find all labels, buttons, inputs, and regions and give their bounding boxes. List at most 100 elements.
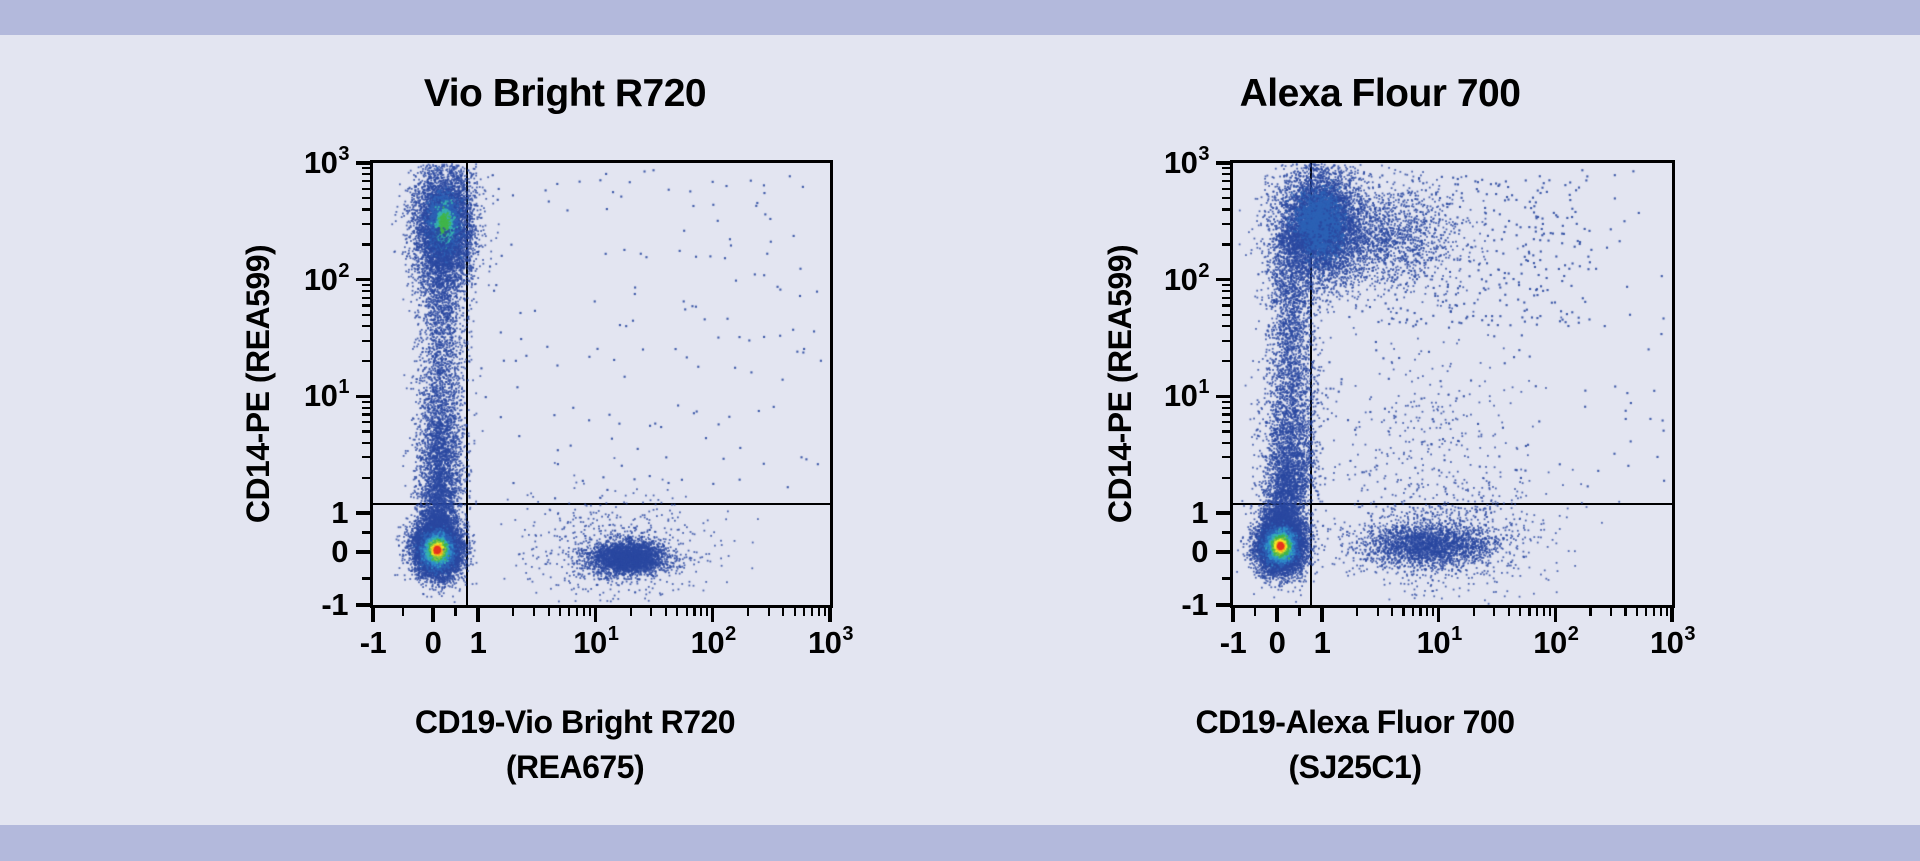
y-minor-tick bbox=[1222, 179, 1230, 183]
x-minor-tick bbox=[1507, 608, 1510, 616]
x-minor-tick bbox=[1624, 608, 1627, 616]
x-minor-tick bbox=[576, 608, 579, 616]
y-tick-label: 101 bbox=[1068, 376, 1210, 418]
y-minor-tick bbox=[1222, 313, 1230, 316]
y-tick-value: 10 bbox=[303, 261, 338, 297]
x-tick-exponent: 1 bbox=[1451, 623, 1462, 645]
x-minor-tick bbox=[817, 608, 820, 616]
x-tick-value: 0 bbox=[424, 625, 442, 660]
x-tick-value: 10 bbox=[1649, 625, 1684, 660]
x-tick-exponent: 1 bbox=[607, 623, 619, 645]
y-major-tick bbox=[1216, 394, 1230, 399]
scatter-dots-canvas bbox=[373, 163, 830, 605]
x-axis-label-line1: CD19-Alexa Fluor 700 bbox=[1195, 704, 1515, 740]
y-minor-tick bbox=[362, 173, 370, 176]
x-tick-label: -1 bbox=[1173, 625, 1293, 665]
y-minor-tick bbox=[362, 187, 370, 190]
y-minor-tick bbox=[1222, 360, 1230, 363]
x-minor-tick bbox=[454, 608, 457, 616]
x-tick-label: 0 bbox=[373, 625, 493, 665]
x-tick-value: -1 bbox=[359, 625, 387, 660]
y-tick-label: 101 bbox=[208, 376, 350, 418]
y-minor-tick bbox=[1222, 441, 1230, 444]
x-tick-exponent: 2 bbox=[725, 623, 736, 645]
y-minor-tick bbox=[1222, 283, 1230, 287]
y-tick-value: 10 bbox=[303, 145, 338, 180]
y-minor-tick bbox=[1222, 413, 1230, 416]
x-tick-value: 10 bbox=[690, 625, 725, 660]
y-minor-tick bbox=[362, 360, 370, 363]
y-minor-tick bbox=[362, 167, 370, 170]
x-minor-tick bbox=[782, 608, 785, 616]
x-minor-tick bbox=[1432, 608, 1435, 616]
plot-frame bbox=[370, 160, 833, 608]
y-tick-value: 0 bbox=[1191, 533, 1208, 569]
y-tick-value: -1 bbox=[1181, 587, 1208, 622]
x-tick-value: 1 bbox=[1313, 625, 1331, 660]
x-minor-tick bbox=[588, 608, 592, 616]
x-axis-label: CD19-Alexa Fluor 700 (SJ25C1) bbox=[1005, 700, 1705, 790]
y-tick-value: -1 bbox=[321, 587, 348, 622]
y-minor-tick bbox=[1222, 339, 1230, 342]
x-minor-tick bbox=[700, 608, 703, 616]
x-minor-tick bbox=[1528, 608, 1531, 616]
x-tick-exponent: 2 bbox=[1567, 623, 1579, 645]
x-minor-tick bbox=[1426, 608, 1429, 616]
x-minor-tick bbox=[1609, 608, 1613, 616]
y-minor-tick bbox=[362, 179, 370, 183]
x-minor-tick bbox=[650, 608, 653, 616]
x-major-tick bbox=[1553, 608, 1558, 622]
x-minor-tick bbox=[1493, 608, 1496, 616]
y-minor-tick bbox=[1222, 531, 1230, 534]
y-minor-tick bbox=[362, 304, 370, 307]
x-minor-tick bbox=[1376, 608, 1379, 616]
y-minor-tick bbox=[1222, 187, 1230, 190]
y-minor-tick bbox=[362, 208, 370, 211]
x-minor-tick bbox=[1519, 608, 1522, 616]
y-major-tick bbox=[356, 603, 370, 607]
x-minor-tick bbox=[1548, 608, 1552, 616]
x-minor-tick bbox=[582, 608, 586, 616]
y-major-tick bbox=[356, 394, 370, 399]
y-tick-label: 102 bbox=[208, 260, 350, 302]
x-tick-label: 101 bbox=[535, 623, 655, 665]
y-tick-value: 10 bbox=[303, 378, 338, 414]
y-tick-exponent: 3 bbox=[1198, 143, 1209, 165]
y-tick-label: -1 bbox=[208, 587, 348, 627]
y-minor-tick bbox=[1222, 243, 1230, 246]
y-tick-label: 0 bbox=[1068, 534, 1208, 574]
y-major-tick bbox=[356, 511, 370, 515]
y-minor-tick bbox=[1222, 430, 1230, 433]
y-major-tick bbox=[1216, 511, 1230, 515]
x-tick-label: 103 bbox=[1612, 623, 1732, 665]
y-minor-tick bbox=[362, 243, 370, 246]
plot-frame bbox=[1230, 160, 1675, 608]
x-minor-tick bbox=[746, 608, 750, 616]
x-minor-tick bbox=[1542, 608, 1546, 616]
x-major-tick bbox=[1320, 608, 1324, 622]
y-tick-exponent: 2 bbox=[1198, 259, 1209, 282]
x-minor-tick bbox=[1589, 608, 1592, 616]
y-tick-value: 10 bbox=[1163, 145, 1198, 180]
x-tick-label: -1 bbox=[313, 625, 433, 665]
y-minor-tick bbox=[362, 313, 370, 316]
y-tick-exponent: 1 bbox=[1198, 376, 1209, 399]
y-major-tick bbox=[1216, 550, 1230, 554]
x-minor-tick bbox=[802, 608, 806, 616]
x-tick-value: 10 bbox=[807, 625, 842, 660]
y-minor-tick bbox=[362, 283, 370, 287]
y-major-tick bbox=[356, 277, 370, 282]
x-minor-tick bbox=[664, 608, 668, 616]
x-minor-tick bbox=[1356, 608, 1359, 616]
y-minor-tick bbox=[362, 296, 370, 299]
x-minor-tick bbox=[1391, 608, 1394, 616]
y-tick-exponent: 3 bbox=[338, 143, 349, 165]
y-tick-label: -1 bbox=[1068, 587, 1208, 627]
scatter-dots-canvas bbox=[1233, 163, 1672, 605]
x-minor-tick bbox=[547, 608, 550, 616]
x-minor-tick bbox=[685, 608, 688, 616]
y-major-tick bbox=[1216, 161, 1230, 165]
x-minor-tick bbox=[1298, 608, 1301, 616]
y-minor-tick bbox=[1222, 197, 1230, 200]
